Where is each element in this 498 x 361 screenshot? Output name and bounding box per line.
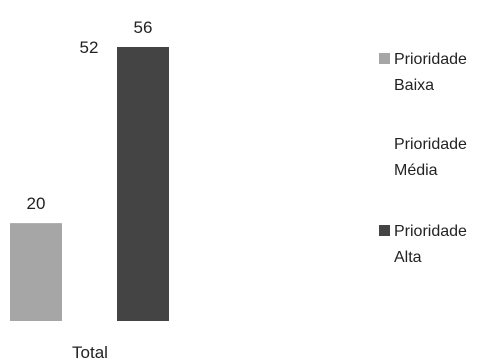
- bars-group: [10, 47, 169, 321]
- data-label-prioridade-alta: 56: [134, 18, 153, 37]
- data-label-prioridade-baixa: 20: [27, 194, 46, 213]
- bar-prioridade-alta: [117, 47, 169, 321]
- bar-prioridade-baixa: [10, 223, 62, 321]
- bar-prioridade-m-dia: [62, 66, 114, 321]
- legend: Prioridade Baixa Prioridade Média Prioridade…: [379, 51, 467, 266]
- x-tick-label-total: Total: [72, 343, 108, 361]
- legend-swatch-prioridade-alta: [379, 225, 390, 236]
- legend-swatch-prioridade-baixa: [379, 53, 390, 64]
- legend-label-prioridade-baixa-line2: Baixa: [394, 77, 434, 94]
- legend-label-prioridade-alta-line2: Alta: [394, 249, 422, 266]
- legend-label-prioridade-media-line1: Prioridade: [394, 136, 467, 153]
- legend-label-prioridade-baixa-line1: Prioridade: [394, 51, 467, 68]
- data-label-prioridade-m-dia: 52: [80, 38, 99, 57]
- data-labels-group: 20 52 56: [27, 18, 153, 213]
- legend-label-prioridade-alta-line1: Prioridade: [394, 223, 467, 240]
- legend-label-prioridade-media-line2: Média: [394, 162, 438, 179]
